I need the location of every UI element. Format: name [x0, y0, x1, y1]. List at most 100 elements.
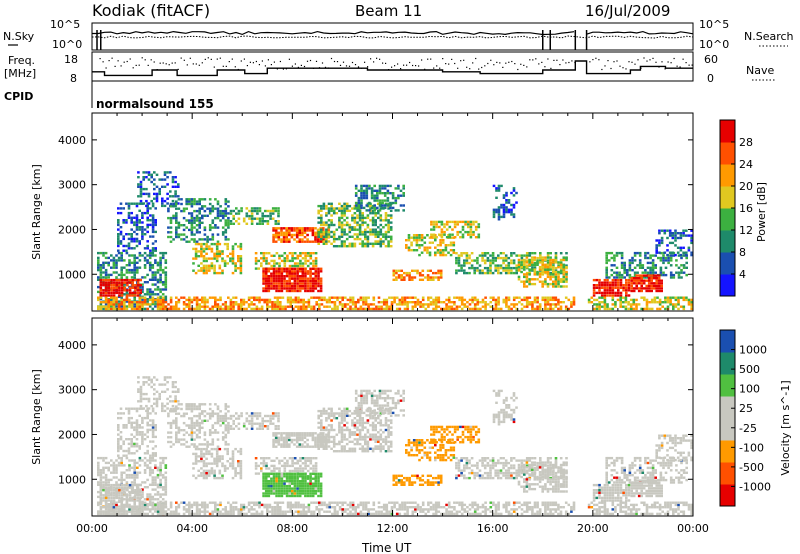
power-cell — [614, 305, 617, 308]
power-cell — [320, 237, 323, 241]
power-cell — [655, 239, 658, 242]
power-cell — [175, 216, 178, 220]
power-cell — [640, 282, 643, 285]
power-cell — [659, 269, 663, 272]
power-cell — [127, 237, 131, 241]
power-cell — [646, 261, 650, 265]
power-cell — [161, 281, 165, 284]
power-cell — [484, 301, 487, 304]
power-cell — [497, 215, 501, 219]
power-cell — [151, 266, 155, 269]
power-cell — [182, 238, 186, 241]
power-cell — [685, 266, 688, 269]
velocity-cell — [164, 486, 168, 489]
power-cell — [445, 303, 448, 306]
power-cell — [107, 301, 110, 304]
power-cell — [203, 198, 207, 201]
power-cell — [657, 277, 661, 280]
power-cell — [115, 276, 118, 279]
power-cell — [216, 207, 220, 210]
velocity-cell — [182, 438, 186, 441]
nave-point — [213, 66, 215, 68]
power-cell — [102, 294, 105, 297]
velocity-cell — [117, 478, 121, 482]
power-cell — [278, 254, 281, 257]
power-cell — [610, 269, 614, 272]
power-cell — [151, 298, 155, 302]
power-cell — [499, 307, 503, 311]
power-cell — [541, 266, 544, 269]
power-cell — [421, 269, 425, 272]
power-cell — [338, 207, 341, 210]
power-cell — [366, 226, 370, 229]
power-cell — [677, 254, 681, 257]
power-cell — [325, 242, 328, 245]
power-cell — [269, 217, 272, 220]
power-cell — [627, 278, 631, 282]
power-cell — [632, 303, 636, 306]
power-cell — [135, 214, 139, 217]
power-cell — [677, 307, 680, 311]
power-cell — [268, 298, 272, 302]
power-cell — [194, 255, 198, 258]
power-cell — [304, 284, 307, 288]
nsearch-tick-top: 10^5 — [699, 18, 729, 31]
power-cell — [391, 201, 395, 205]
velocity-cell — [208, 443, 212, 446]
velocity-cell — [145, 381, 148, 384]
power-cell — [123, 259, 126, 262]
power-cell — [434, 301, 438, 304]
velocity-cell — [117, 440, 120, 443]
power-cell — [138, 305, 142, 308]
power-cell — [370, 206, 374, 210]
power-cell — [377, 307, 381, 311]
nave-point — [466, 66, 468, 68]
velocity-cell — [180, 407, 183, 411]
power-cell — [319, 284, 323, 288]
power-cell — [188, 307, 191, 311]
power-cell — [559, 252, 563, 255]
power-cell — [372, 298, 376, 302]
power-cell — [672, 273, 676, 277]
nave-point — [502, 66, 504, 68]
power-cell — [210, 250, 214, 253]
power-cell — [361, 240, 364, 243]
power-cell — [229, 301, 233, 304]
power-cell — [307, 303, 311, 306]
power-cell — [115, 298, 118, 302]
power-cell — [143, 303, 147, 306]
velocity-cell — [139, 392, 143, 396]
power-cell — [130, 219, 133, 222]
power-cell — [250, 222, 254, 225]
power-cell — [468, 266, 471, 270]
nave-point — [661, 61, 663, 63]
power-cell — [510, 203, 513, 207]
velocity-cell — [119, 438, 123, 441]
power-cell — [405, 271, 409, 275]
power-cell — [305, 301, 308, 304]
power-cell — [383, 204, 387, 207]
power-cell — [644, 251, 647, 255]
power-cell — [539, 252, 542, 255]
power-cell — [235, 220, 238, 223]
power-cell — [629, 303, 633, 306]
power-cell — [280, 267, 284, 270]
power-cell — [296, 275, 299, 278]
power-cell — [283, 282, 286, 285]
power-cell — [444, 244, 448, 247]
power-cell — [156, 301, 160, 304]
power-cell — [428, 236, 432, 239]
power-cell — [515, 269, 518, 272]
power-cell — [401, 296, 404, 299]
power-cell — [314, 287, 318, 290]
velocity-cell — [177, 388, 180, 391]
power-cell — [412, 239, 416, 242]
power-cell — [221, 303, 225, 306]
power-cell — [525, 275, 529, 279]
power-cell — [557, 301, 560, 304]
power-cell — [163, 185, 167, 188]
power-cell — [315, 301, 318, 304]
power-cell — [651, 271, 655, 274]
power-cell — [356, 235, 359, 238]
power-cell — [674, 244, 677, 247]
